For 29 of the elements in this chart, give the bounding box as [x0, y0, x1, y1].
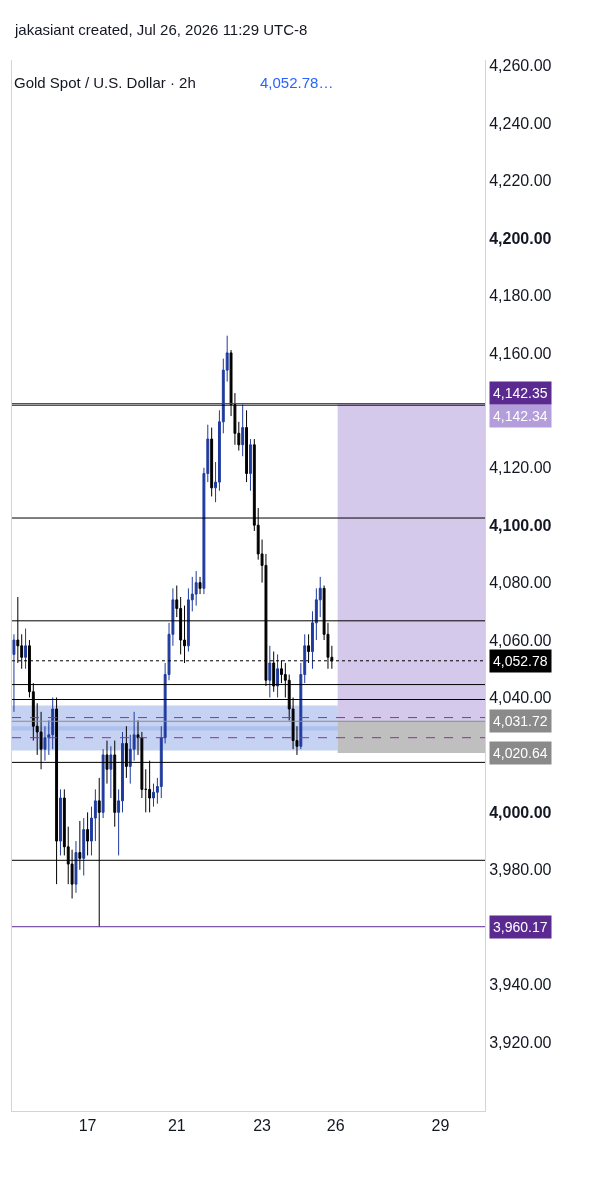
y-tick-label: 4,000.00 — [489, 803, 552, 821]
text: Gold Spot / U.S. Dollar · 2h — [14, 74, 196, 91]
y-tick-label: 4,200.00 — [489, 229, 552, 247]
text: jakasiant created, Jul 26, 2026 11:29 UTC-8 — [14, 21, 308, 38]
y-tick-label: 4,220.00 — [489, 172, 552, 190]
y-tick-label: 4,160.00 — [489, 344, 552, 362]
y-tick-label: 3,920.00 — [489, 1033, 552, 1051]
y-tick-label: 4,180.00 — [489, 287, 552, 305]
y-tick-label: 4,240.00 — [489, 114, 552, 132]
band-label: 4,142.34 — [493, 408, 548, 424]
ref-line-label: 4,142.35 — [493, 385, 548, 401]
y-tick-label: 4,100.00 — [489, 516, 552, 534]
y-tick-label: 3,980.00 — [489, 861, 552, 879]
y-tick-label: 4,080.00 — [489, 574, 552, 592]
y-tick-label: 4,260.00 — [489, 57, 552, 75]
x-tick-label: 23 — [253, 1117, 272, 1135]
x-tick-label: 26 — [326, 1117, 345, 1135]
y-tick-label: 4,120.00 — [489, 459, 552, 477]
y-tick-label: 4,060.00 — [489, 631, 552, 649]
text: 4,052.78… — [260, 74, 334, 91]
x-tick-label: 21 — [167, 1117, 186, 1135]
x-tick-label: 29 — [431, 1117, 450, 1135]
ref-line-label: 4,031.72 — [493, 713, 548, 729]
ref-line-label: 3,960.17 — [493, 919, 548, 935]
x-tick-label: 17 — [78, 1117, 97, 1135]
y-tick-label: 3,940.00 — [489, 976, 552, 994]
band-label: 4,020.64 — [493, 745, 548, 761]
ref-line-label: 4,052.78 — [493, 653, 548, 669]
y-tick-label: 4,040.00 — [489, 689, 552, 707]
